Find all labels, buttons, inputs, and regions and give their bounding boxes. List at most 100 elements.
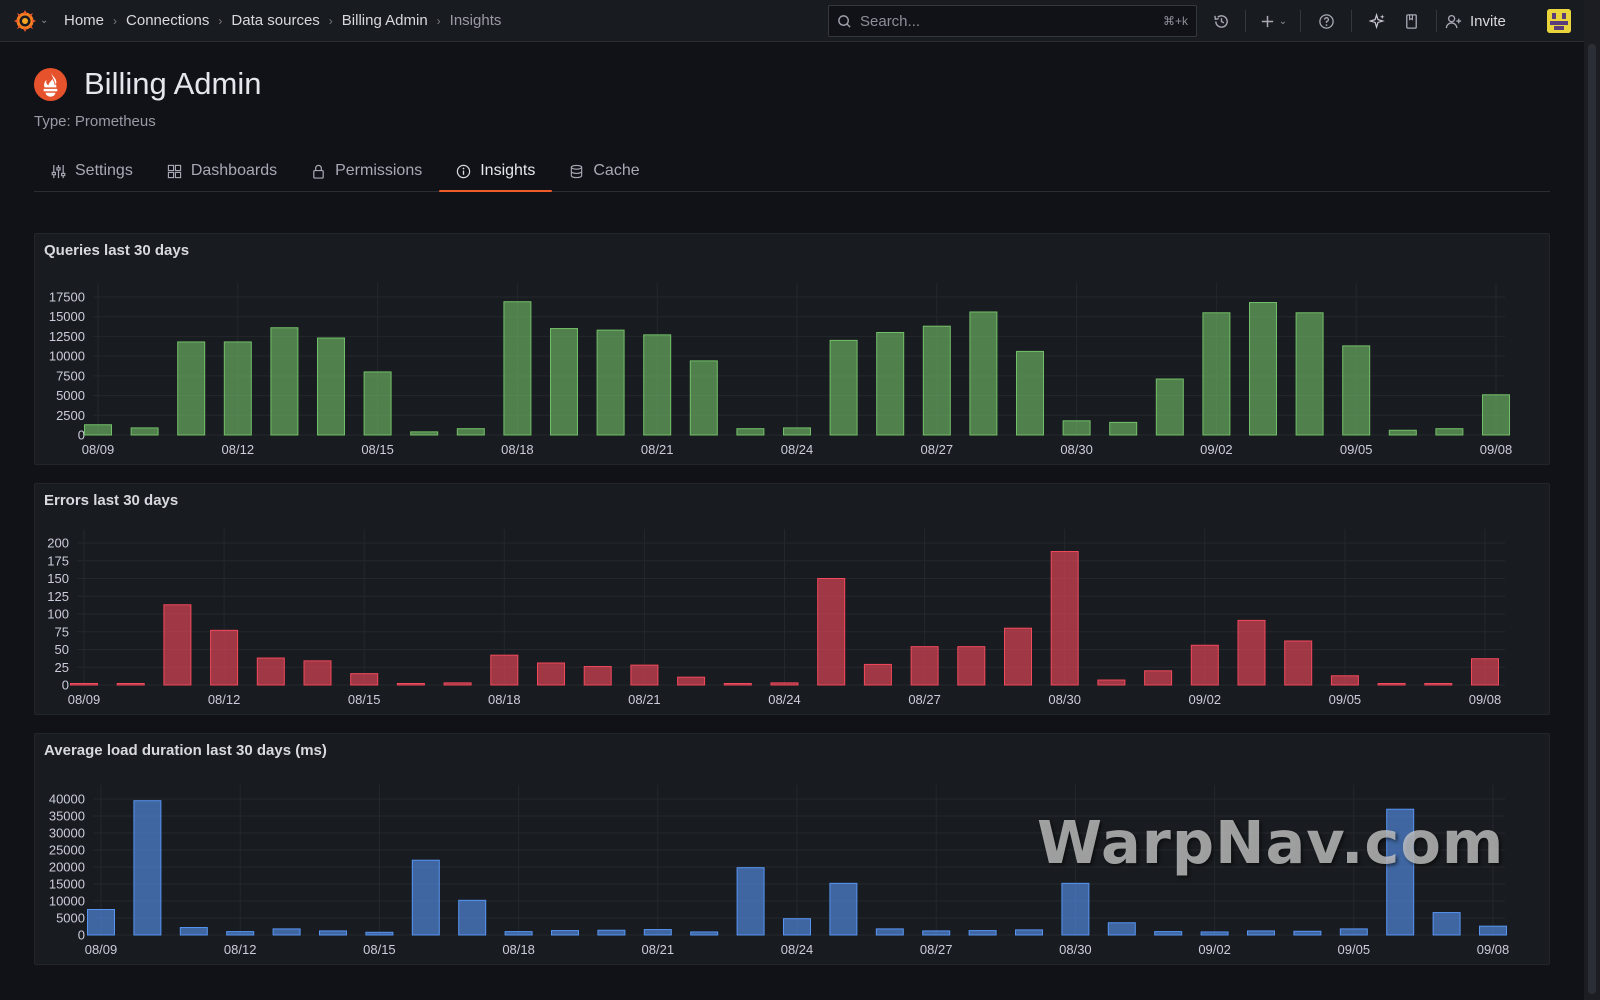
plus-icon bbox=[1261, 15, 1273, 27]
tab-label: Permissions bbox=[335, 162, 423, 179]
bar bbox=[177, 341, 206, 436]
tab-settings[interactable]: Settings bbox=[34, 152, 150, 190]
lock-icon bbox=[313, 164, 324, 179]
history-button[interactable] bbox=[1205, 0, 1237, 42]
history-icon bbox=[1213, 14, 1228, 28]
y-tick-label: 0 bbox=[62, 678, 69, 693]
queries-panel: Queries last 30 days 0 2500 5000 7500 10000 1… bbox=[34, 233, 1550, 465]
bar bbox=[910, 646, 939, 686]
search-placeholder: Search... bbox=[860, 12, 921, 30]
home-menu-button[interactable]: ⌄ bbox=[12, 8, 60, 34]
y-tick-label: 175 bbox=[47, 553, 69, 568]
breadcrumb-connections[interactable]: Connections bbox=[126, 12, 210, 29]
grid-icon bbox=[167, 164, 181, 178]
x-tick-label: 08/30 bbox=[1060, 442, 1093, 457]
y-tick-label: 5000 bbox=[56, 911, 85, 926]
bar bbox=[116, 683, 145, 686]
bar bbox=[1295, 312, 1324, 436]
bar bbox=[133, 800, 162, 936]
search-input[interactable]: Search... ⌘+k bbox=[828, 5, 1197, 37]
bar bbox=[922, 930, 951, 936]
bar bbox=[179, 927, 208, 936]
bar bbox=[1386, 808, 1415, 936]
y-tick-label: 10000 bbox=[49, 894, 85, 909]
help-button[interactable] bbox=[1309, 0, 1343, 42]
x-tick-label: 08/09 bbox=[85, 942, 118, 957]
bar bbox=[770, 682, 799, 686]
bar bbox=[456, 428, 485, 436]
bar bbox=[1107, 922, 1136, 936]
bar bbox=[303, 660, 332, 686]
bar bbox=[319, 930, 347, 936]
bar bbox=[922, 325, 951, 436]
tab-cache[interactable]: Cache bbox=[552, 152, 656, 190]
breadcrumb-home[interactable]: Home bbox=[64, 12, 105, 29]
x-tick-label: 08/27 bbox=[920, 942, 953, 957]
bar bbox=[503, 301, 532, 436]
bar bbox=[363, 371, 392, 436]
x-tick-label: 09/08 bbox=[1477, 942, 1510, 957]
avatar-icon bbox=[1547, 9, 1571, 33]
bar bbox=[1144, 670, 1173, 686]
panel-title: Average load duration last 30 days (ms) bbox=[44, 742, 327, 759]
tab-dashboards[interactable]: Dashboards bbox=[150, 152, 294, 190]
x-tick-label: 09/02 bbox=[1200, 442, 1233, 457]
bar bbox=[583, 666, 612, 686]
bar bbox=[87, 909, 115, 936]
bar bbox=[1342, 345, 1371, 436]
breadcrumb-billing-admin[interactable]: Billing Admin bbox=[341, 12, 428, 29]
y-tick-label: 125 bbox=[47, 589, 69, 604]
tab-label: Settings bbox=[75, 162, 133, 179]
y-tick-label: 10000 bbox=[49, 349, 85, 364]
bar bbox=[783, 427, 811, 436]
bar bbox=[690, 931, 719, 936]
bar bbox=[226, 931, 255, 936]
bar bbox=[1061, 882, 1090, 936]
bar bbox=[736, 428, 765, 436]
tab-permissions[interactable]: Permissions bbox=[294, 152, 439, 190]
watermark: WarpNav.com bbox=[1037, 808, 1505, 877]
bar bbox=[130, 427, 159, 436]
x-tick-label: 08/15 bbox=[361, 442, 394, 457]
bar bbox=[1284, 640, 1313, 686]
bar bbox=[163, 604, 192, 686]
chevron-right-icon: › bbox=[436, 13, 441, 28]
bar bbox=[875, 928, 904, 936]
bar bbox=[677, 676, 706, 686]
load-duration-chart: 0 5000 10000 15000 20000 25000 30000 35000 40000… bbox=[49, 785, 1510, 957]
user-avatar[interactable] bbox=[1547, 9, 1571, 33]
bar bbox=[210, 629, 239, 686]
x-tick-label: 08/21 bbox=[641, 442, 674, 457]
tab-label: Cache bbox=[593, 162, 640, 179]
bar bbox=[1339, 928, 1368, 936]
tab-insights[interactable]: Insights bbox=[439, 152, 553, 192]
bar bbox=[783, 918, 811, 936]
breadcrumb-data-sources[interactable]: Data sources bbox=[231, 12, 320, 29]
new-button[interactable]: ⌄ bbox=[1254, 0, 1292, 42]
bookmarks-button[interactable] bbox=[1394, 0, 1428, 42]
bar bbox=[1237, 619, 1266, 686]
scrollbar-thumb[interactable] bbox=[1588, 44, 1596, 994]
divider bbox=[1245, 10, 1246, 32]
x-tick-label: 08/24 bbox=[781, 442, 814, 457]
bar bbox=[1249, 302, 1277, 436]
help-icon bbox=[1318, 13, 1334, 29]
errors-chart: 0 25 50 75 100 125 150 175 200 08/09 08/12 08/15 08/… bbox=[47, 529, 1505, 707]
bar bbox=[1424, 683, 1453, 686]
y-tick-label: 15000 bbox=[49, 877, 85, 892]
bar bbox=[272, 928, 301, 936]
y-tick-label: 25000 bbox=[49, 843, 85, 858]
bar bbox=[630, 664, 659, 686]
invite-button[interactable]: Invite bbox=[1445, 13, 1506, 30]
y-tick-label: 75 bbox=[55, 624, 69, 639]
bar bbox=[1471, 658, 1499, 686]
sparkle-icon bbox=[1368, 12, 1385, 29]
x-tick-label: 08/27 bbox=[908, 692, 941, 707]
page-title: Billing Admin bbox=[84, 66, 262, 101]
prometheus-logo-icon bbox=[33, 67, 68, 102]
assistant-button[interactable] bbox=[1360, 0, 1394, 42]
bar bbox=[1432, 912, 1461, 936]
bar bbox=[537, 662, 565, 686]
bar bbox=[829, 339, 858, 436]
bar bbox=[317, 337, 345, 436]
